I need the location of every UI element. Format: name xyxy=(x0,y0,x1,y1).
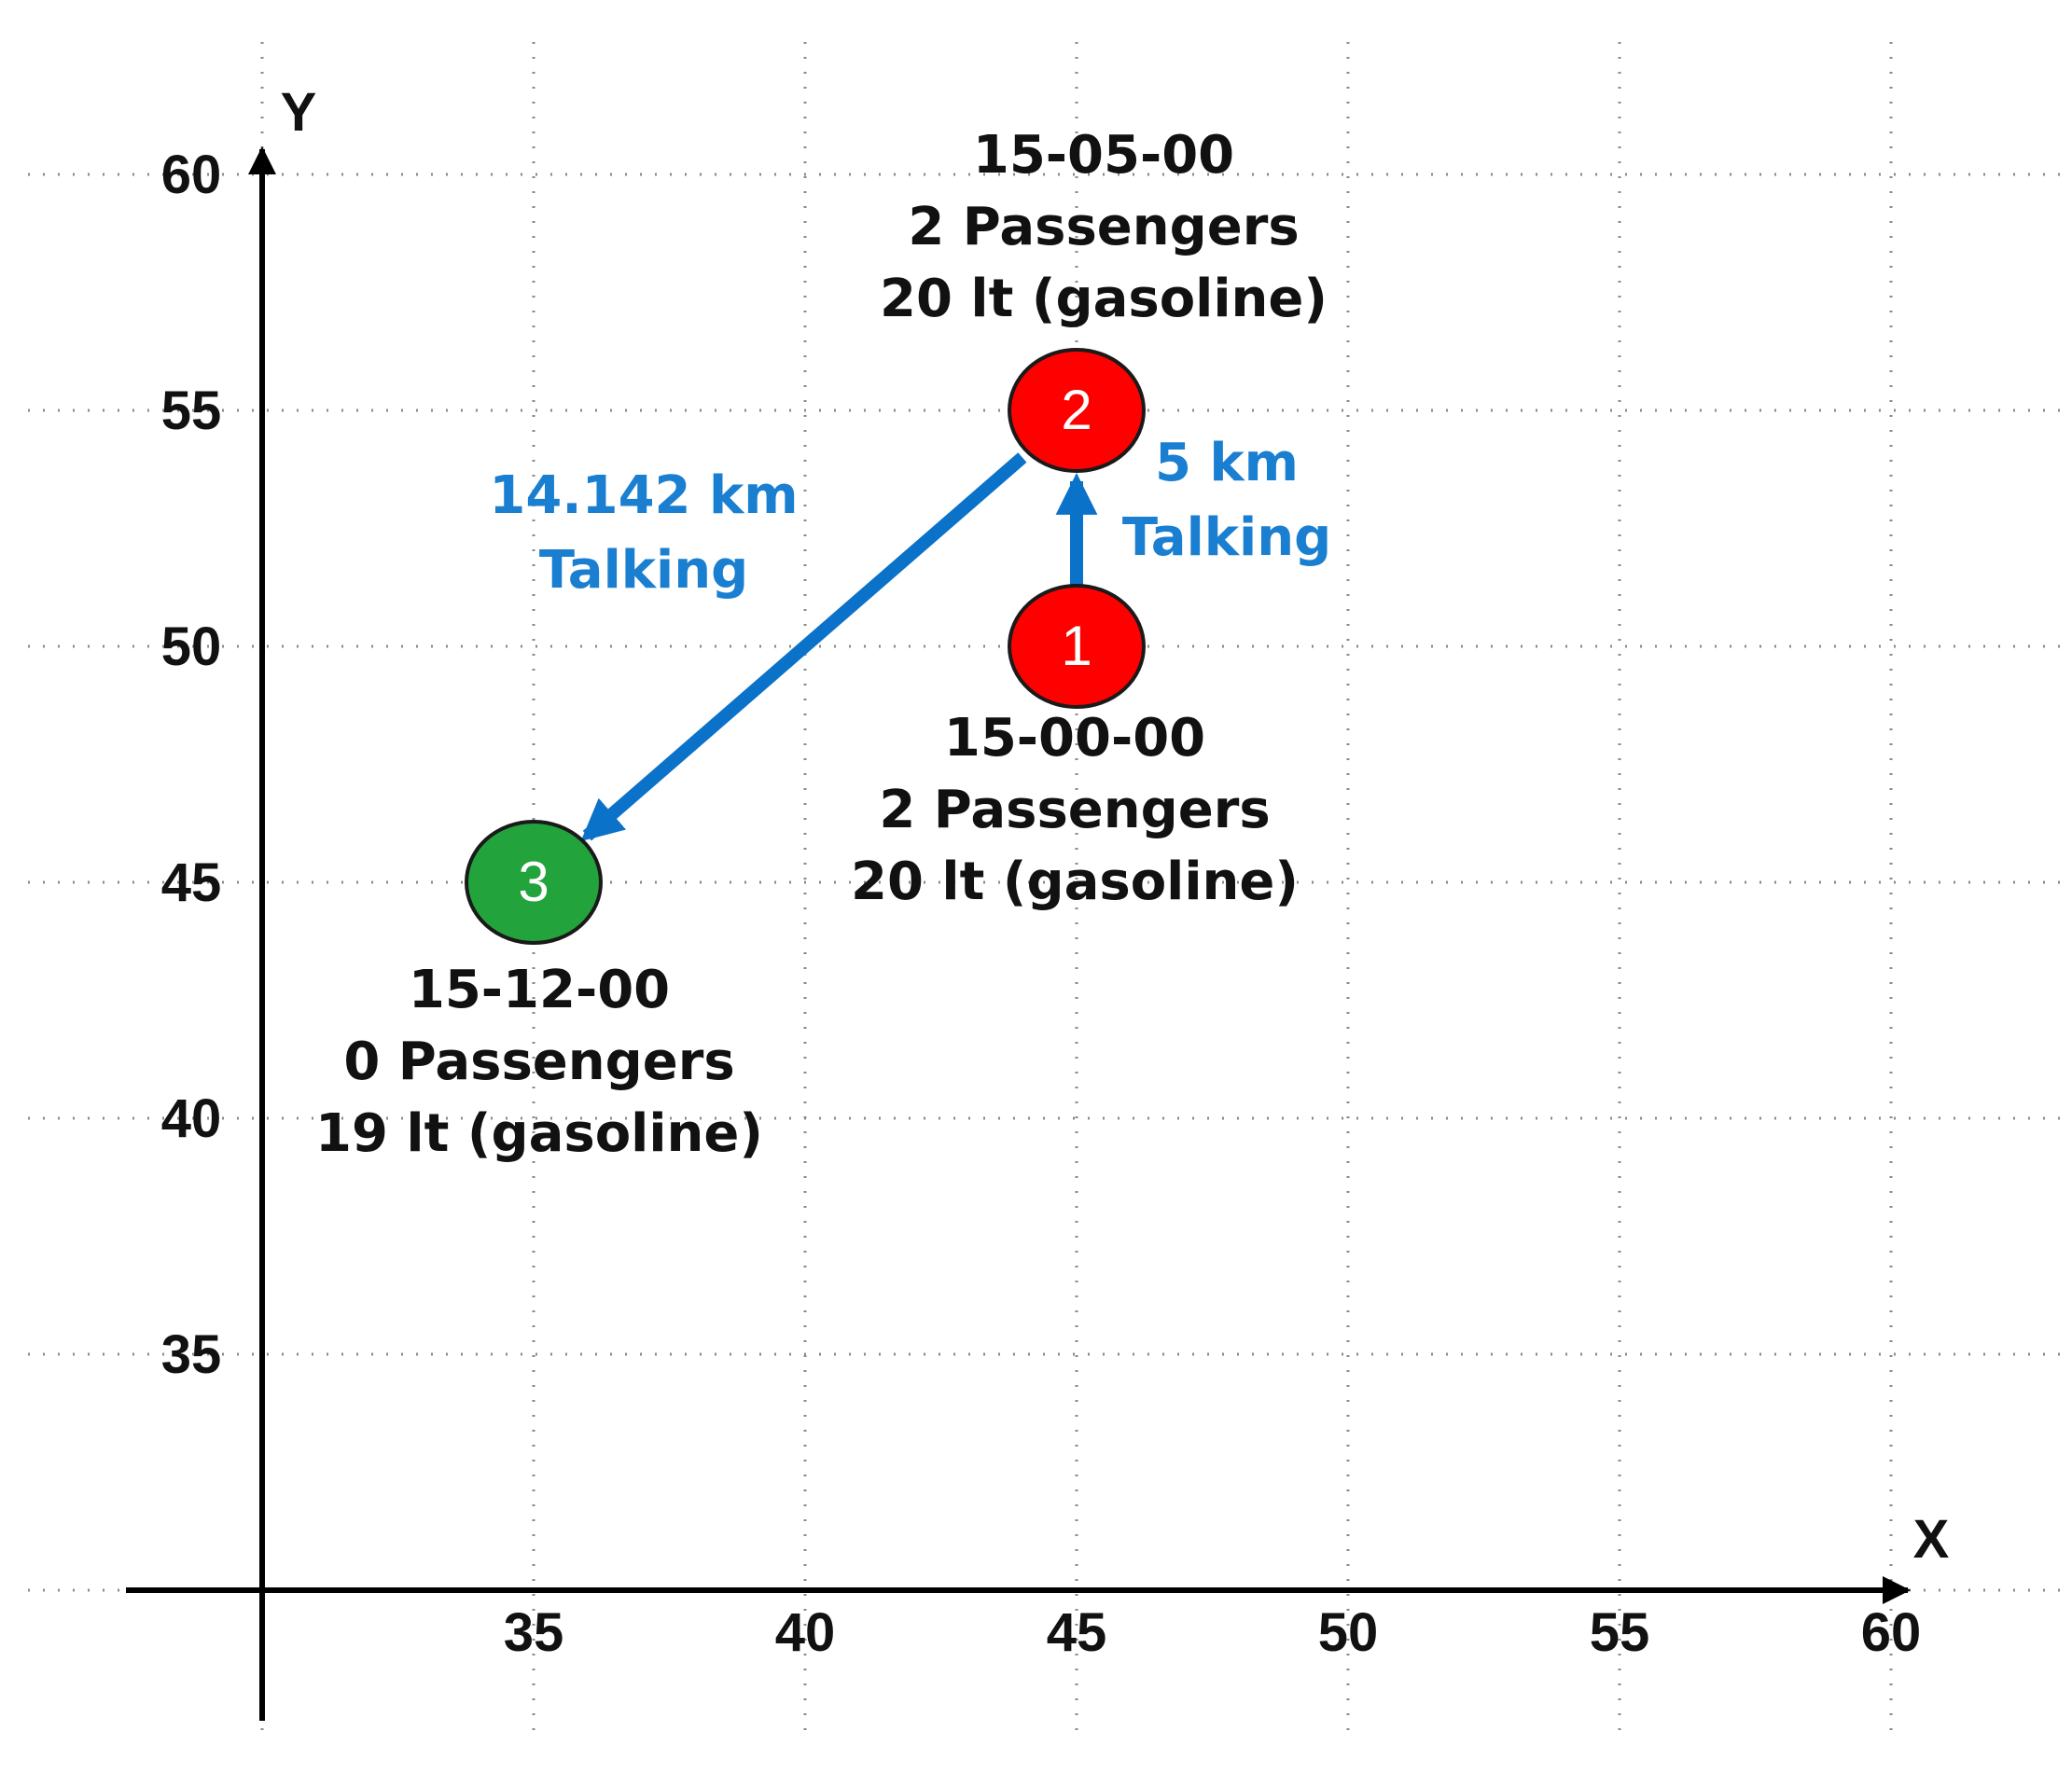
x-tick-label: 50 xyxy=(1318,1602,1379,1663)
node-time: 15-05-00 xyxy=(973,125,1234,186)
edge-status-label: Talking xyxy=(539,540,748,601)
edge-arrow-2-3 xyxy=(580,452,1027,842)
node-fuel: 20 lt (gasoline) xyxy=(851,852,1299,912)
y-tick-label: 40 xyxy=(161,1088,222,1149)
y-axis-label: Y xyxy=(281,82,317,143)
edge-distance-label: 5 km xyxy=(1155,433,1299,493)
node-passengers: 2 Passengers xyxy=(908,197,1299,257)
y-tick-label: 45 xyxy=(161,852,222,913)
x-tick-label: 45 xyxy=(1047,1602,1107,1663)
node-fuel: 20 lt (gasoline) xyxy=(880,269,1328,329)
x-tick-label: 55 xyxy=(1590,1602,1650,1663)
node-1: 1 xyxy=(1008,584,1146,709)
y-tick-label: 50 xyxy=(161,616,222,677)
node-number: 2 xyxy=(1061,379,1092,441)
node-circle xyxy=(1008,584,1146,709)
node-number: 1 xyxy=(1061,615,1092,677)
node-2: 2 xyxy=(1008,348,1146,473)
node-passengers: 0 Passengers xyxy=(343,1032,734,1092)
edge-status-label: Talking xyxy=(1122,507,1331,568)
y-tick-label: 55 xyxy=(161,381,222,441)
node-circle xyxy=(465,820,603,945)
node-number: 3 xyxy=(518,851,549,913)
node-time: 15-00-00 xyxy=(944,708,1205,769)
node-circle xyxy=(1008,348,1146,473)
node-fuel: 19 lt (gasoline) xyxy=(315,1103,763,1164)
node-time: 15-12-00 xyxy=(409,960,670,1020)
x-tick-label: 40 xyxy=(775,1602,836,1663)
node-passengers: 2 Passengers xyxy=(879,780,1270,840)
x-axis-label: X xyxy=(1913,1509,1950,1570)
node-3: 3 xyxy=(465,820,603,945)
edge-distance-label: 14.142 km xyxy=(489,465,798,526)
x-tick-label: 60 xyxy=(1861,1602,1922,1663)
y-tick-label: 60 xyxy=(161,145,222,205)
y-tick-label: 35 xyxy=(161,1324,222,1385)
x-tick-label: 35 xyxy=(504,1602,564,1663)
